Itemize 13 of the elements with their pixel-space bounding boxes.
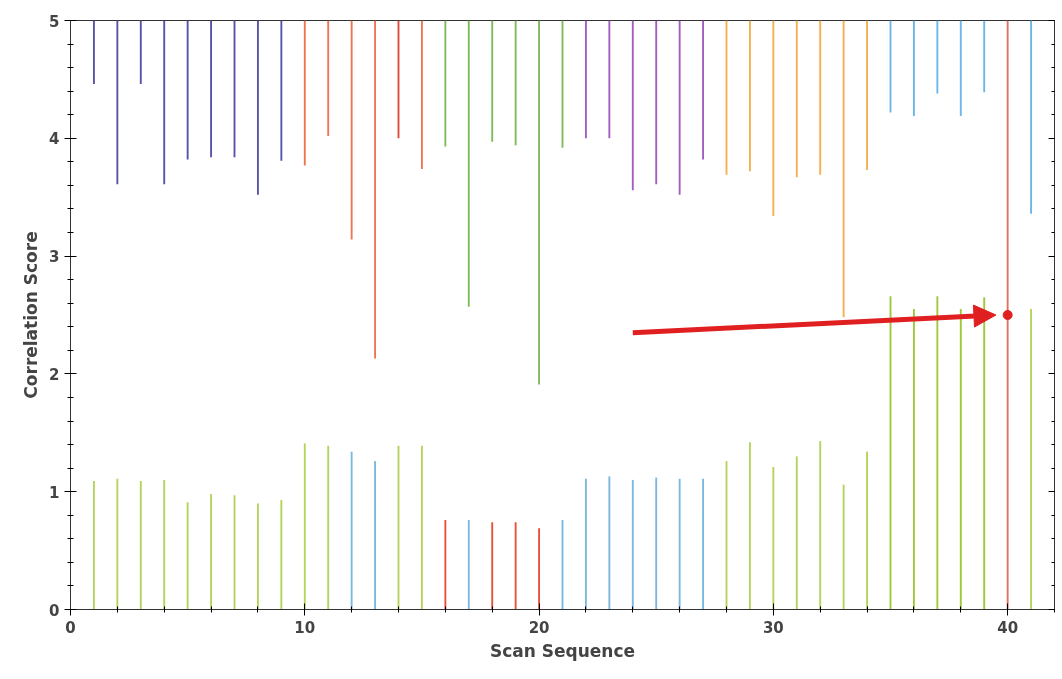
y-tick-label: 3 bbox=[49, 248, 60, 267]
x-tick-label: 40 bbox=[997, 618, 1019, 637]
y-tick-label: 4 bbox=[49, 130, 60, 149]
x-tick-label: 0 bbox=[65, 618, 76, 637]
y-tick-label: 1 bbox=[49, 483, 60, 502]
y-tick-label: 0 bbox=[49, 601, 60, 620]
y-axis-title: Correlation Score bbox=[21, 231, 42, 399]
y-tick-label: 5 bbox=[49, 12, 60, 31]
x-tick-label: 20 bbox=[528, 618, 550, 637]
x-tick-label: 10 bbox=[294, 618, 316, 637]
y-tick-label: 2 bbox=[49, 365, 60, 384]
x-tick-label: 30 bbox=[762, 618, 784, 637]
x-axis-title: Scan Sequence bbox=[489, 640, 636, 661]
